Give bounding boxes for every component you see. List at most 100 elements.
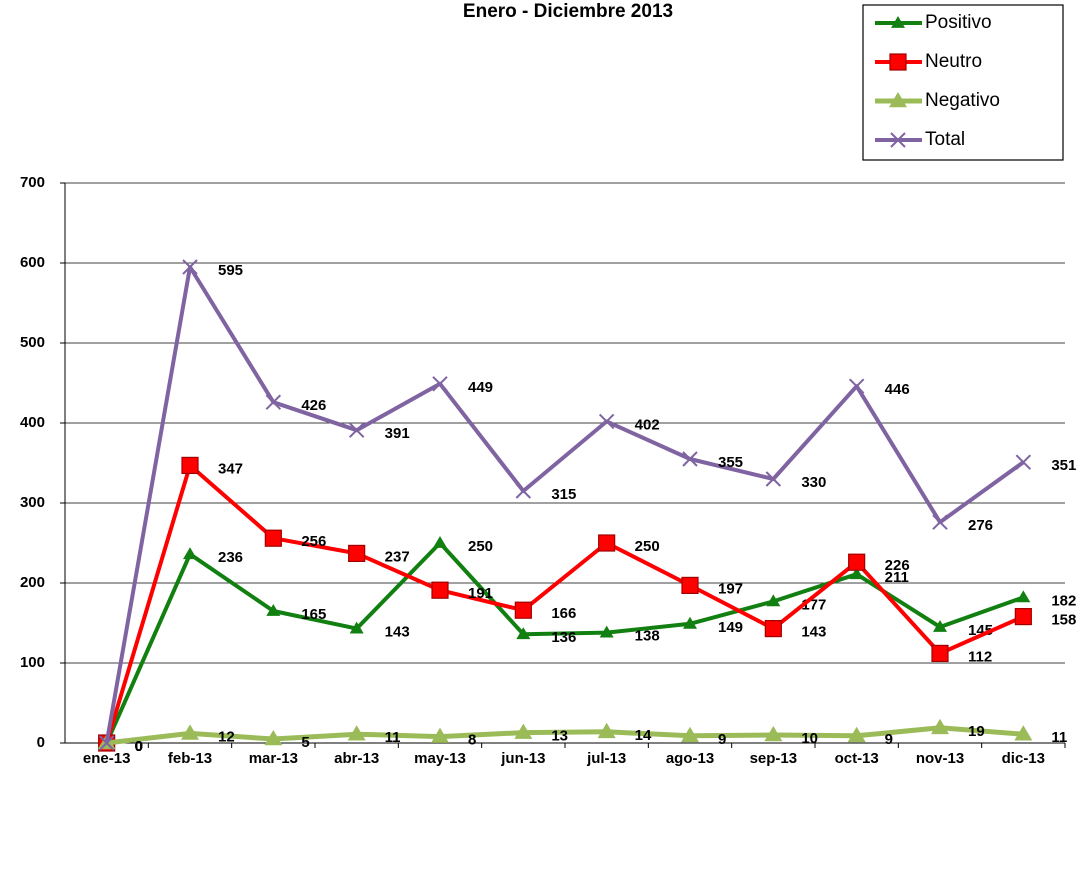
x-tick-label: sep-13 (750, 750, 798, 767)
y-tick-label: 700 (20, 174, 45, 191)
legend-marker (889, 92, 907, 108)
data-point (98, 735, 115, 751)
data-label: 149 (718, 619, 743, 636)
y-tick-label: 0 (37, 734, 45, 751)
data-point (1014, 607, 1032, 626)
data-label: 315 (551, 486, 576, 503)
data-point (182, 259, 198, 275)
data-label: 0 (135, 738, 143, 755)
chart-title: Enero - Diciembre 2013 (463, 1, 673, 22)
data-point (1016, 590, 1031, 603)
y-tick-label: 600 (20, 254, 45, 271)
data-label: 182 (1051, 592, 1076, 609)
data-label: 351 (1051, 457, 1076, 474)
data-point (599, 625, 614, 638)
data-point (348, 422, 365, 438)
data-point (765, 471, 782, 487)
data-point (683, 616, 697, 629)
data-label: 0 (135, 738, 143, 755)
data-label: 211 (885, 569, 909, 586)
data-point (681, 576, 699, 595)
data-label: 426 (301, 397, 326, 414)
data-point (433, 536, 447, 548)
data-label: 11 (385, 729, 401, 746)
data-point (931, 718, 949, 735)
data-point (848, 553, 866, 571)
data-point (597, 722, 616, 739)
x-tick-label: jul-13 (586, 750, 626, 767)
x-tick-label: may-13 (414, 750, 466, 767)
data-point (764, 726, 783, 742)
series-line (106, 725, 1024, 746)
data-label: 158 (1051, 612, 1076, 629)
y-tick-label: 400 (20, 414, 45, 431)
data-point (431, 581, 449, 599)
data-label: 5 (301, 734, 309, 751)
legend-marker (890, 132, 906, 148)
legend-marker (889, 53, 907, 71)
data-point (516, 627, 531, 640)
data-point (847, 726, 866, 743)
data-label: 143 (385, 624, 410, 641)
y-tick-label: 200 (20, 574, 45, 591)
y-tick-label: 100 (20, 654, 45, 671)
data-label: 12 (218, 728, 235, 745)
series-line (104, 541, 1024, 744)
data-label: 0 (135, 738, 143, 755)
legend-box (862, 4, 1064, 161)
data-label: 13 (551, 728, 568, 745)
y-tick-label: 500 (20, 334, 45, 351)
data-label: 402 (635, 416, 660, 433)
data-label: 330 (801, 474, 826, 491)
data-label: 14 (635, 727, 652, 744)
data-label: 236 (218, 549, 243, 566)
data-label: 9 (885, 731, 893, 748)
data-label: 446 (885, 381, 910, 398)
legend-label: Positivo (925, 12, 992, 33)
data-label: 355 (718, 454, 743, 471)
data-point (264, 529, 282, 547)
data-point (432, 376, 448, 392)
data-label: 391 (385, 425, 410, 442)
data-label: 9 (718, 731, 726, 748)
data-label: 256 (301, 533, 326, 550)
data-point (933, 620, 947, 632)
data-point (347, 725, 366, 741)
data-point (766, 594, 781, 607)
data-point (514, 601, 532, 619)
legend-label: Total (925, 129, 965, 150)
data-label: 250 (468, 538, 493, 555)
x-tick-label: jun-13 (500, 750, 545, 767)
data-point (932, 514, 948, 530)
data-point (598, 413, 615, 430)
data-point (181, 456, 199, 474)
data-point (349, 621, 364, 634)
data-point (931, 644, 949, 663)
data-label: 166 (551, 605, 576, 622)
data-label: 276 (968, 517, 993, 534)
x-tick-label: ago-13 (666, 750, 714, 767)
legend-label: Negativo (925, 90, 1000, 111)
data-label: 143 (801, 624, 826, 641)
data-label: 449 (468, 379, 493, 396)
data-point (266, 604, 281, 616)
legend-label: Neutro (925, 51, 982, 72)
data-point (849, 567, 864, 580)
data-point (183, 547, 197, 560)
data-point (431, 727, 449, 743)
data-label: 197 (718, 580, 743, 597)
data-point (181, 724, 199, 740)
data-label: 136 (551, 629, 576, 646)
legend-marker (891, 16, 905, 28)
x-tick-label: ene-13 (83, 750, 131, 767)
data-label: 19 (968, 723, 985, 740)
data-label: 0 (135, 738, 143, 755)
data-point (848, 378, 865, 394)
y-tick-label: 300 (20, 494, 45, 511)
data-label: 595 (218, 262, 243, 279)
data-label: 250 (635, 538, 660, 555)
x-tick-label: feb-13 (168, 750, 212, 767)
data-point (682, 451, 698, 467)
x-tick-label: dic-13 (1002, 750, 1045, 767)
